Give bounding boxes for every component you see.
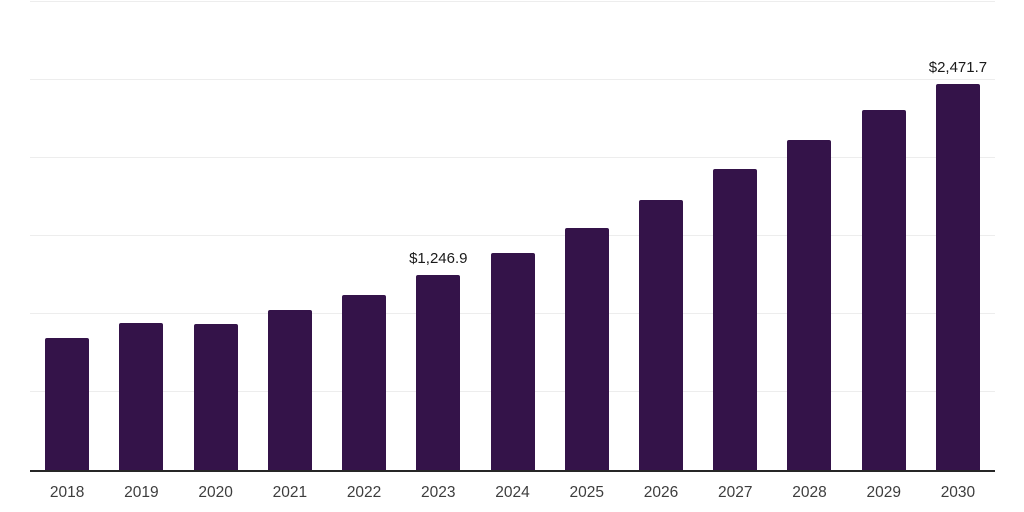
x-axis-label-2023: 2023	[421, 484, 456, 501]
bar-group-2025	[550, 2, 624, 470]
x-axis-label-2029: 2029	[866, 484, 901, 501]
x-axis-label-2020: 2020	[198, 484, 233, 501]
x-axis-label-2030: 2030	[940, 484, 976, 501]
bar-2018	[45, 338, 90, 470]
bar-group-2028	[772, 2, 846, 470]
bar-2021	[267, 310, 312, 470]
bar-2029	[861, 110, 906, 470]
bar-group-2018	[30, 2, 104, 470]
bar-2030	[935, 84, 980, 470]
x-axis-label-2022: 2022	[346, 484, 382, 501]
bar-group-2027	[698, 2, 772, 470]
plot-area: $1,246.9 $2,471.7	[30, 1, 995, 472]
bar-group-2029	[847, 2, 921, 470]
bar-group-2022	[327, 2, 401, 470]
bar-2026	[638, 199, 683, 470]
x-axis-label-2018: 2018	[49, 484, 85, 501]
x-axis-label-2026: 2026	[643, 484, 679, 501]
x-axis-label-2028: 2028	[792, 484, 827, 501]
gridline-3000	[30, 1, 995, 2]
bar-group-2024	[475, 2, 549, 470]
bar-group-2023: $1,246.9	[401, 2, 475, 470]
x-axis-label-2021: 2021	[272, 484, 308, 501]
x-axis-label-2027: 2027	[717, 484, 753, 501]
bar-group-2021	[253, 2, 327, 470]
gridline-2500	[30, 79, 995, 80]
bar-value-label-2023: $1,246.9	[409, 250, 468, 268]
gridline-1500	[30, 235, 995, 236]
x-axis-label-2025: 2025	[569, 484, 604, 501]
bar-group-2026	[624, 2, 698, 470]
x-axis-labels: 2018 2019 2020 2021 2022 2023 2024 2025 2026 2027…	[30, 485, 995, 501]
bar-group-2020	[178, 2, 252, 470]
bar-value-label-2030: $2,471.7	[928, 59, 988, 77]
bar-2025	[564, 227, 609, 470]
bar-2022	[342, 295, 387, 470]
bar-2028	[787, 139, 832, 470]
gridline-2000	[30, 157, 995, 158]
bars-container: $1,246.9 $2,471.7	[30, 2, 995, 470]
bar-2024	[490, 252, 535, 470]
bar-2020	[193, 324, 238, 470]
bar-2019	[119, 323, 164, 470]
bar-2023	[416, 275, 461, 470]
bar-group-2030: $2,471.7	[921, 2, 995, 470]
x-axis-label-2024: 2024	[495, 484, 530, 501]
x-axis-label-2019: 2019	[124, 484, 159, 501]
x-axis-line	[30, 470, 995, 472]
bar-group-2019	[104, 2, 178, 470]
bar-2027	[713, 168, 758, 470]
